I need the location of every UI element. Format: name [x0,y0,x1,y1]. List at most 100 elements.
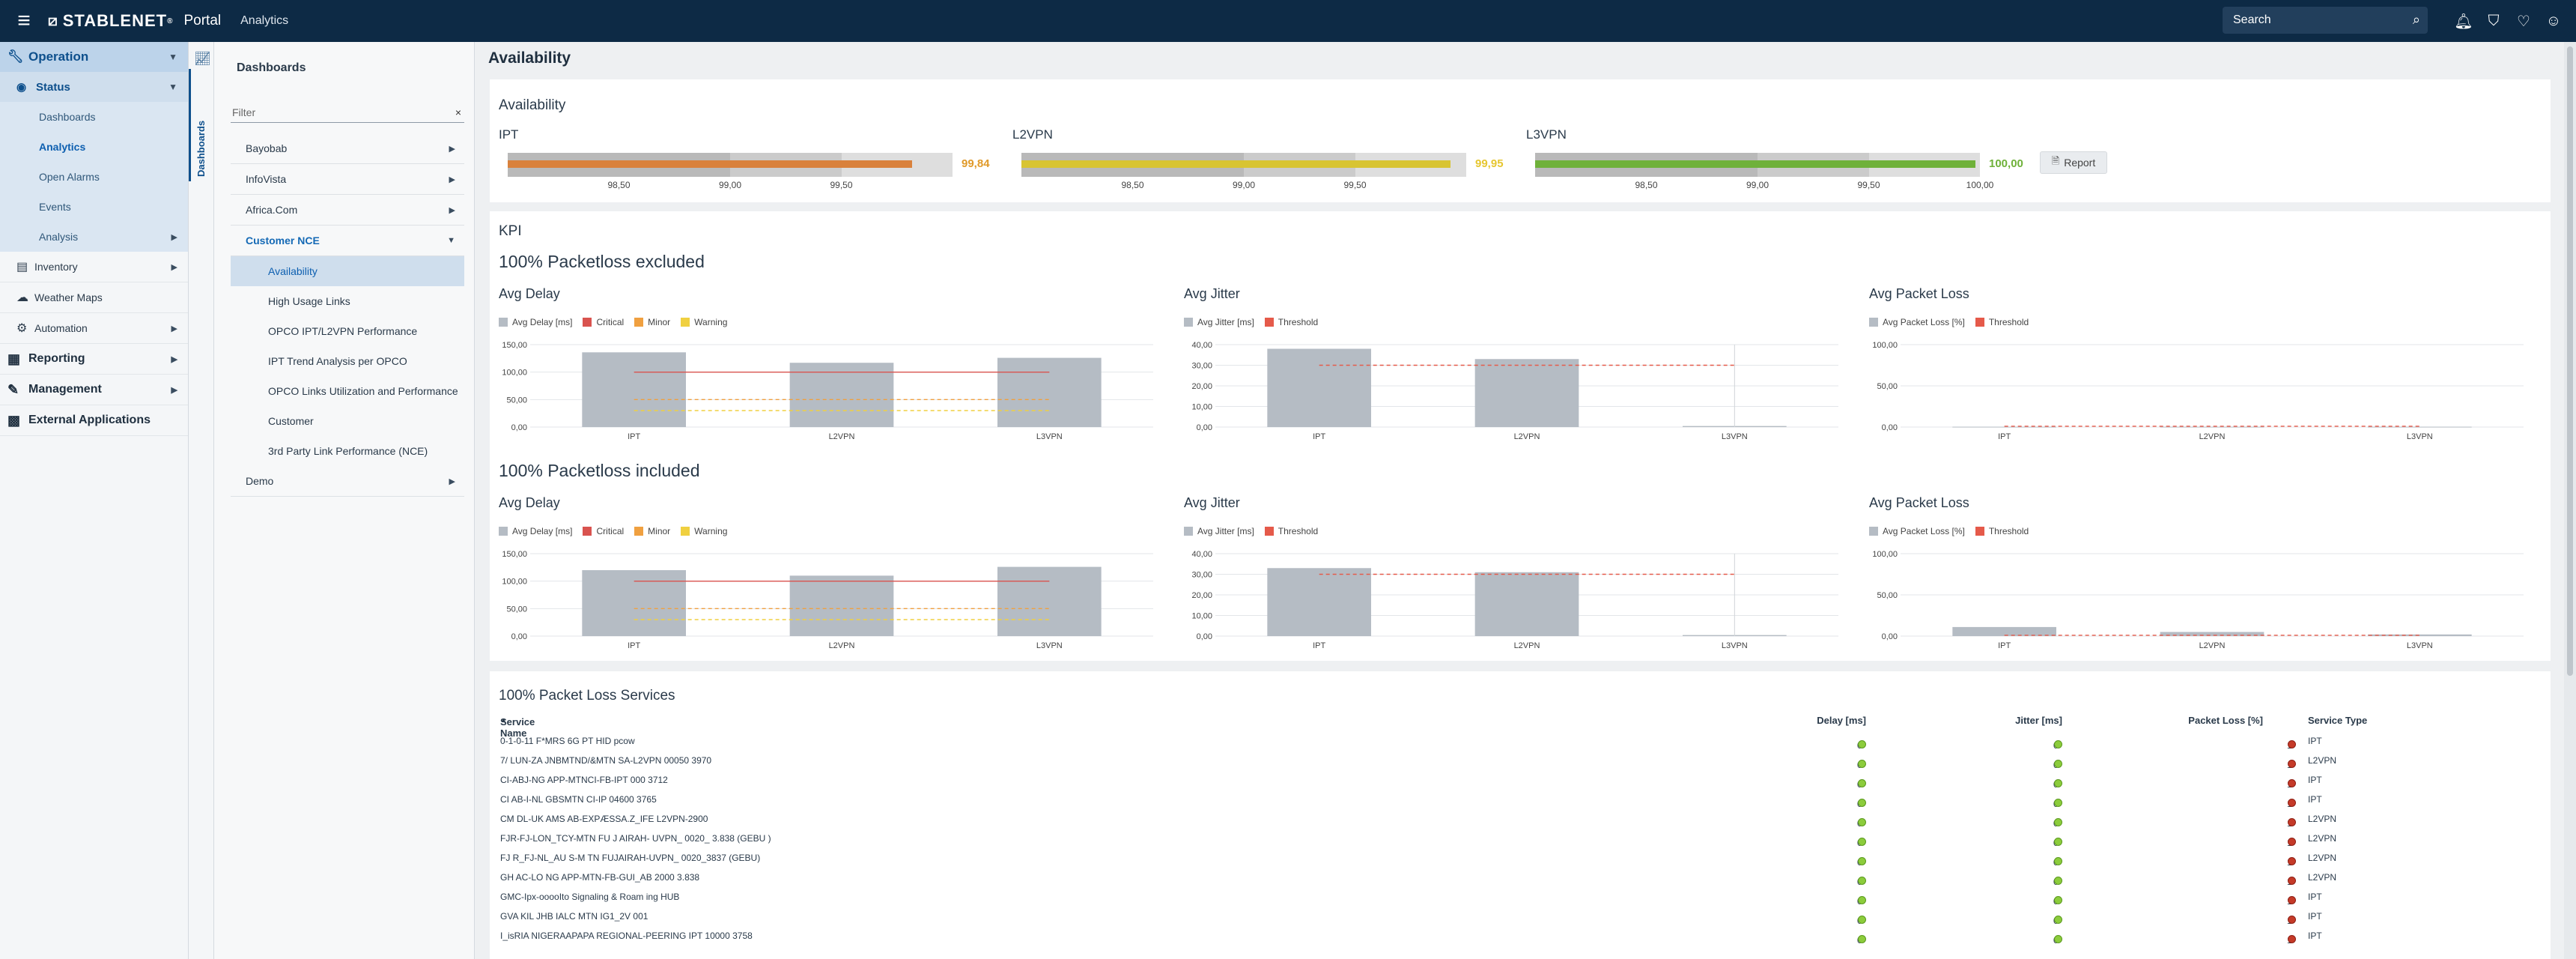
legend-entry[interactable]: Minor [634,526,670,536]
user-icon[interactable]: ☺ [2545,12,2562,29]
dashboard-item-0[interactable]: Availability [231,256,464,286]
status-ok-icon [1858,818,1866,826]
nav-status-item-label: Open Alarms [39,171,100,183]
legend-label: Minor [648,526,671,536]
nav-inventory[interactable]: ▤ Inventory ▶ [0,252,188,282]
nav-status-item-label: Analytics [39,141,86,153]
nav-weather-maps[interactable]: ☁ Weather Maps [0,282,188,313]
dashboards-vertical-tab[interactable]: 📈︎ Dashboards [189,42,214,959]
nav-operation[interactable]: 🔧︎ Operation ▼ [0,42,188,72]
y-tick-label: 100,00 [1872,341,1898,350]
table-row[interactable]: GH AC-LO NG APP-MTN-FB-GUI_AB 2000 3.838… [499,868,2549,887]
legend-entry[interactable]: Minor [634,317,670,327]
legend-entry[interactable]: Critical [583,317,624,327]
favorites-icon[interactable]: ♡ [2517,13,2530,30]
dashboard-group-0[interactable]: Bayobab ▶ [231,133,464,164]
x-tick-label: L3VPN [2407,432,2433,441]
dashboard-list: Bayobab ▶ InfoVista ▶ Africa.Com ▶ Customer NC… [231,133,464,497]
nav-status[interactable]: ◉ Status ▼ [0,72,188,102]
table-row[interactable]: I_isRIA NIGERAAPAPA REGIONAL-PEERING IPT… [499,926,2549,946]
sort-asc-icon: ▲ [500,716,507,724]
bar [997,357,1102,427]
dashboard-item-4[interactable]: OPCO Links Utilization and Performance [231,376,464,406]
table-row[interactable]: 7/ LUN-ZA JNBMTND/&MTN SA-L2VPN 00050 39… [499,751,2549,770]
dashboard-item-1[interactable]: High Usage Links [231,286,464,316]
legend-entry[interactable]: Avg Packet Loss [%] [1869,317,1965,327]
nav-status-item-1[interactable]: Analytics [0,132,188,162]
legend-entry[interactable]: Warning [681,526,727,536]
nav-status-item-2[interactable]: Open Alarms [0,162,188,192]
filter-input[interactable]: Filter × [231,102,464,123]
table-row[interactable]: GVA KIL JHB IALC MTN IG1_2V 001001IPT [499,907,2549,926]
dashboard-item-6[interactable]: 3rd Party Link Performance (NCE) [231,436,464,466]
legend-entry[interactable]: Avg Packet Loss [%] [1869,526,1965,536]
availability-label-2: L3VPN [1526,127,1567,142]
dashboard-item-5[interactable]: Customer [231,406,464,436]
col-delay[interactable]: Delay [ms] [1817,715,1866,726]
service-type-cell: L2VPN [2308,755,2337,766]
col-jitter[interactable]: Jitter [ms] [2015,715,2062,726]
clear-filter-icon[interactable]: × [455,106,461,118]
table-row[interactable]: CI AB-I-NL GBSMTN CI-IP 04600 3765001IPT [499,790,2549,809]
table-row[interactable]: GMC-Ipx-ooooIto Signaling & Roam ing HUB… [499,887,2549,907]
legend-entry[interactable]: Avg Jitter [ms] [1184,317,1254,327]
hamburger-menu-icon[interactable]: ≡ [17,8,31,33]
table-row[interactable]: CM DL-UK AMS AB-EXPÆSSA.Z_IFE L2VPN-2900… [499,809,2549,829]
service-type-cell: L2VPN [2308,833,2337,844]
y-tick-label: 150,00 [502,550,527,559]
y-tick-label: 0,00 [1882,632,1898,641]
table-row[interactable]: CI-ABJ-NG APP-MTNCI-FB-IPT 000 3712001IP… [499,770,2549,790]
bar [789,575,894,636]
bell-icon[interactable]: 🔔︎ [2454,13,2473,30]
legend-entry[interactable]: Threshold [1975,526,2029,536]
page-scrollbar[interactable] [2564,42,2576,959]
legend-entry[interactable]: Threshold [1975,317,2029,327]
y-tick-label: 50,00 [506,396,527,405]
legend-entry[interactable]: Critical [583,526,624,536]
active-tab-indicator [189,69,191,181]
table-row[interactable]: FJR-FJ-LON_TCY-MTN FU J AIRAH- UVPN_ 002… [499,829,2549,848]
dashboard-item-label: Customer [268,415,314,427]
nav-status-item-3[interactable]: Events [0,192,188,222]
table-row[interactable]: FJ R_FJ-NL_AU S-M TN FUJAIRAH-UVPN_ 0020… [499,848,2549,868]
legend-entry[interactable]: Warning [681,317,727,327]
bar [1952,426,2056,428]
legend-entry[interactable]: Avg Delay [ms] [499,317,572,327]
availability-tick-label: 99,00 [1746,180,1770,190]
table-row[interactable]: 0-1-0-11 F*MRS 6G PT HID pcow001IPT [499,731,2549,751]
nav-automation[interactable]: ⚙ Automation ▶ [0,313,188,344]
dashboard-group-demo[interactable]: Demo ▶ [231,466,464,497]
legend-swatch [1184,527,1193,536]
dashboard-item-label: IPT Trend Analysis per OPCO [268,355,407,367]
status-ok-icon [2054,740,2062,748]
bar [582,570,686,636]
nav-status-item-0[interactable]: Dashboards [0,102,188,132]
x-tick-label: IPT [1313,641,1325,650]
dashboard-group-3[interactable]: Customer NCE ▼ [231,226,464,256]
nav-reporting[interactable]: ▦ Reporting ▶ [0,344,188,375]
bookmark-icon[interactable]: ⛉ [2488,12,2500,29]
nav-management[interactable]: ✎ Management ▶ [0,375,188,405]
legend-entry[interactable]: Avg Delay [ms] [499,526,572,536]
y-tick-label: 10,00 [1191,403,1212,412]
nav-status-item-4[interactable]: Analysis ▶ [0,222,188,252]
col-packet-loss[interactable]: Packet Loss [%] [2188,715,2263,726]
legend-entry[interactable]: Threshold [1264,317,1318,327]
availability-value-text-1: 99,95 [1475,157,1504,170]
dashboard-item-3[interactable]: IPT Trend Analysis per OPCO [231,346,464,376]
nav-external-applications[interactable]: ▩ External Applications [0,405,188,436]
y-tick-label: 0,00 [511,632,527,641]
dashboard-group-1[interactable]: InfoVista ▶ [231,164,464,195]
search-input[interactable]: Search ⌕ [2223,7,2428,34]
scrollbar-thumb[interactable] [2567,46,2573,676]
dashboard-group-2[interactable]: Africa.Com ▶ [231,195,464,226]
search-icon[interactable]: ⌕ [2412,12,2420,27]
report-button[interactable]: 🗎︎ Report [2040,151,2107,174]
col-service-type[interactable]: Service Type [2308,715,2368,726]
y-tick-label: 100,00 [502,578,527,587]
x-tick-label: L2VPN [2199,641,2226,650]
brand-logo[interactable]: ⧄ STABLENET ® Portal [48,11,222,30]
legend-entry[interactable]: Avg Jitter [ms] [1184,526,1254,536]
dashboard-item-2[interactable]: OPCO IPT/L2VPN Performance [231,316,464,346]
legend-entry[interactable]: Threshold [1264,526,1318,536]
